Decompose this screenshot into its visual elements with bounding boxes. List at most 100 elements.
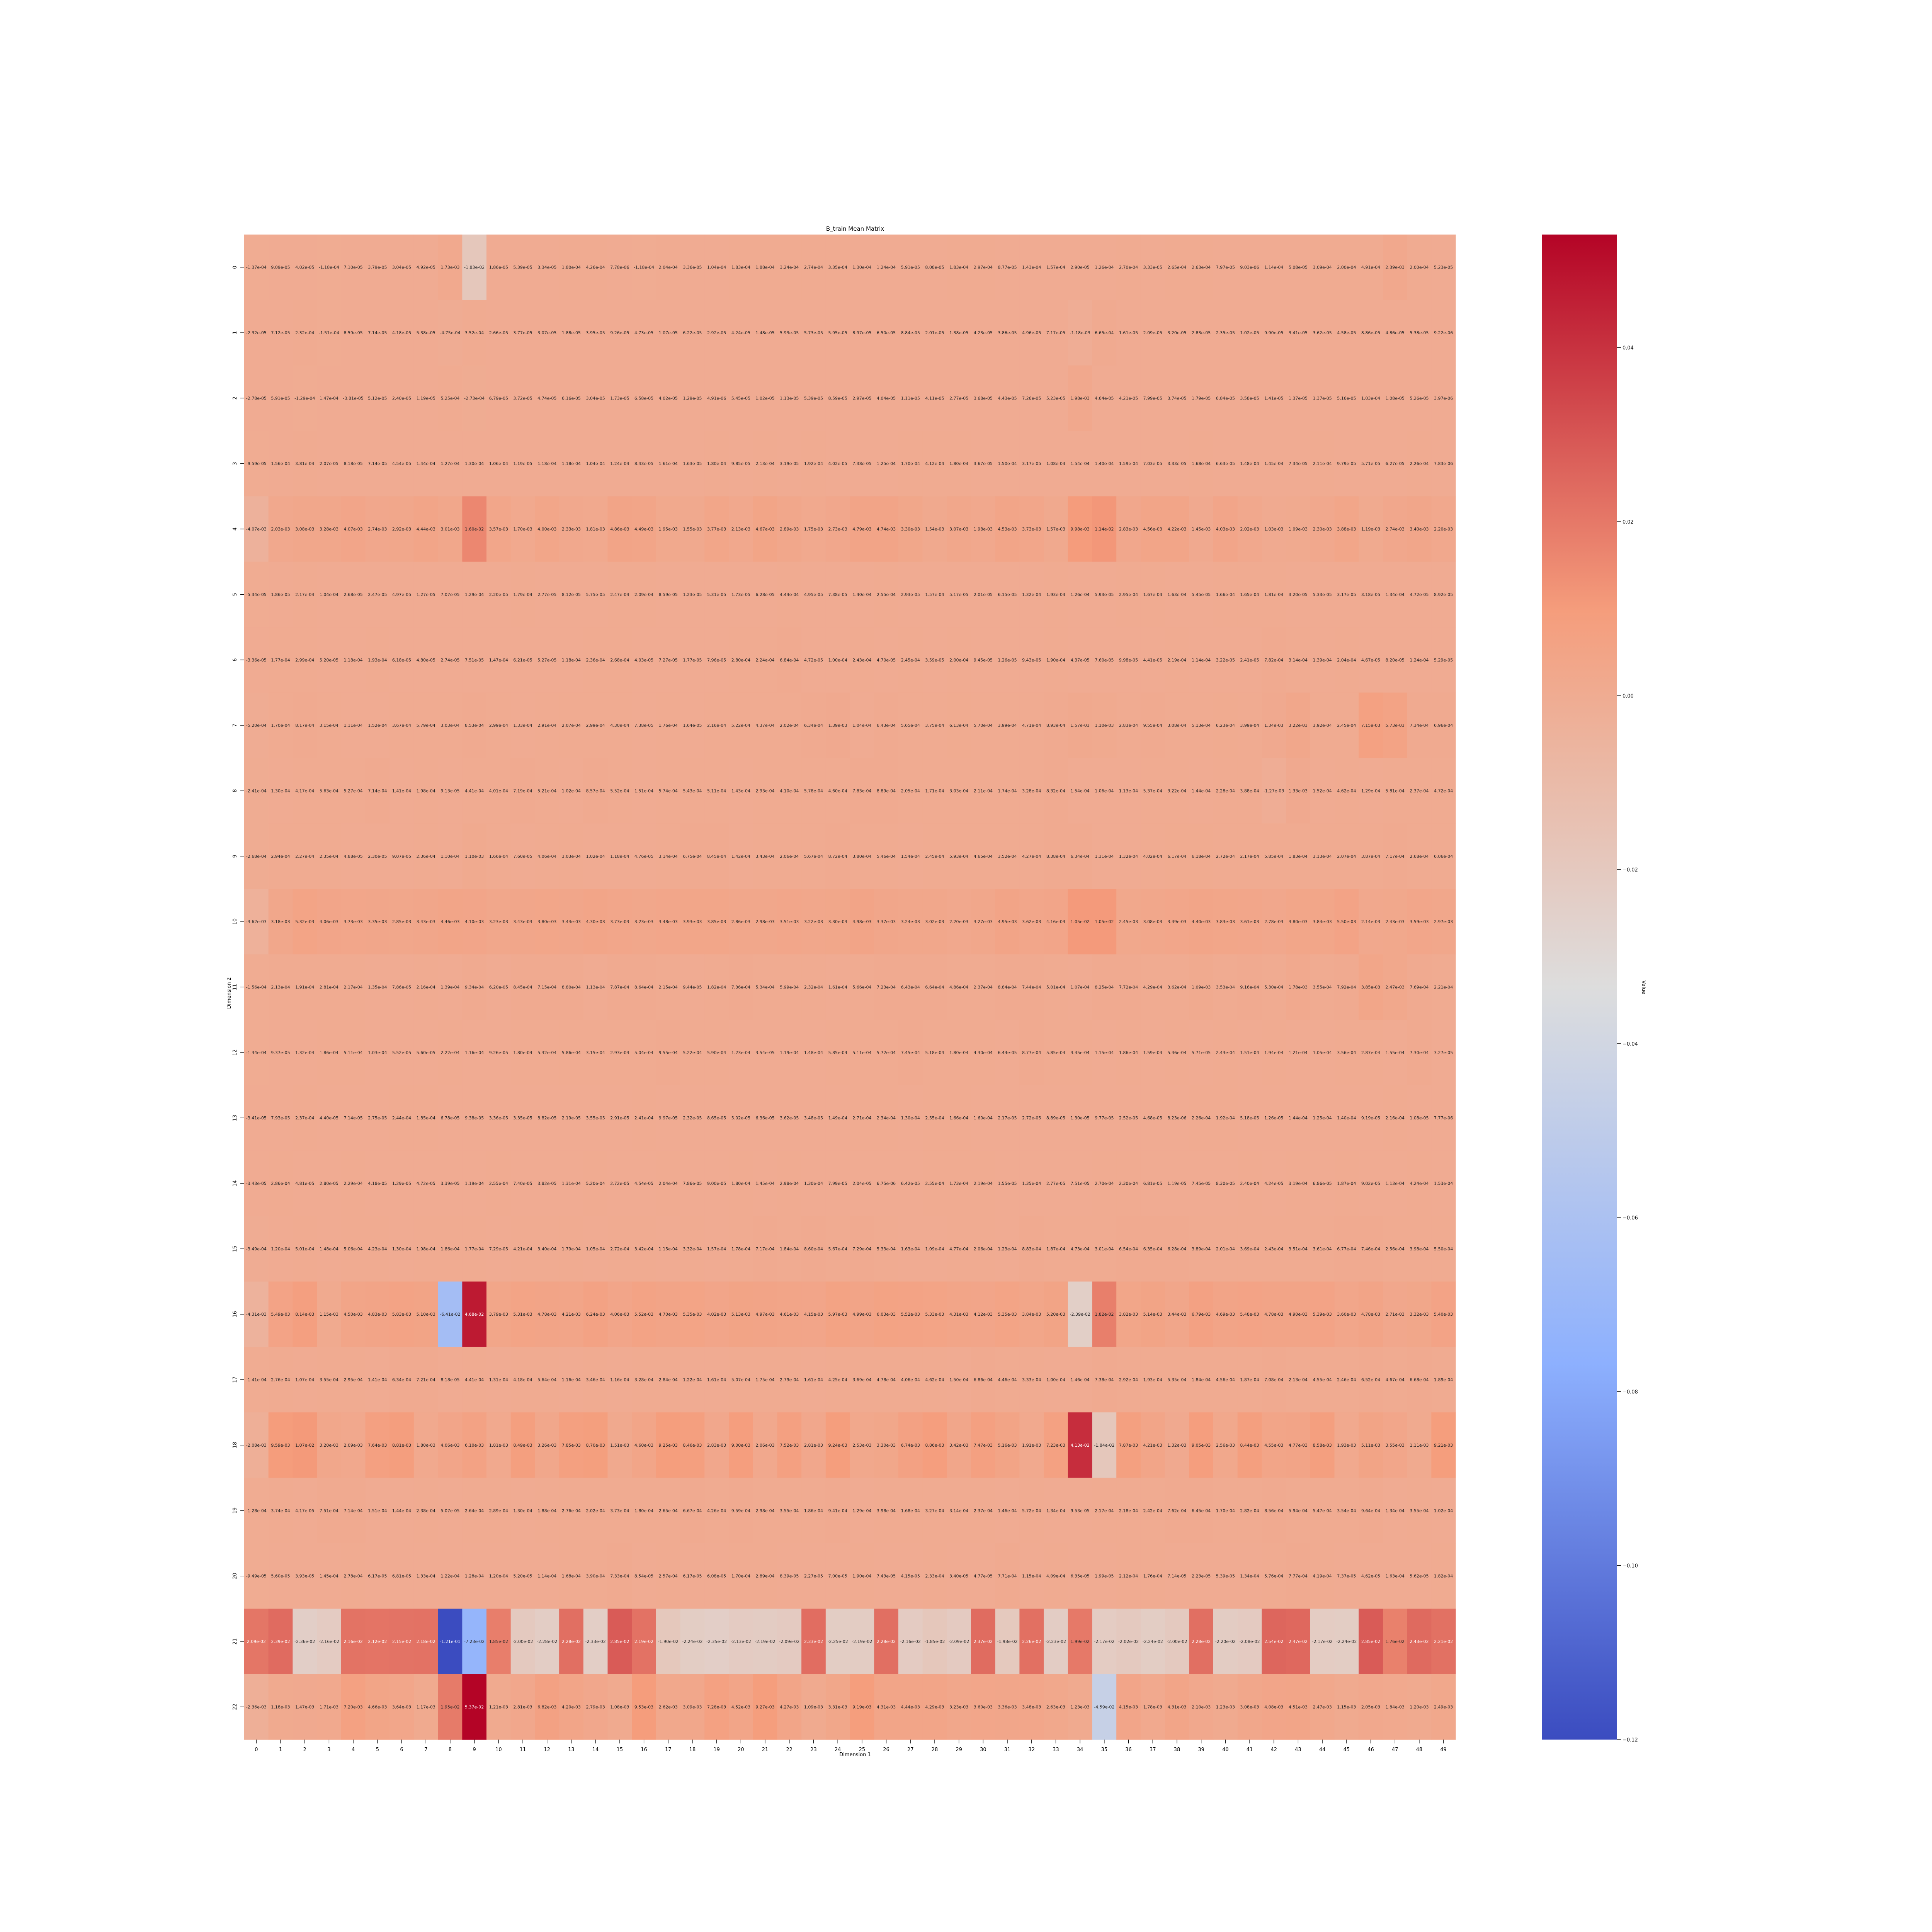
heatmap-cell xyxy=(1189,758,1214,824)
heatmap-cell xyxy=(850,561,874,628)
cell-value-label: 9.97e-05 xyxy=(659,1116,678,1121)
heatmap-cell xyxy=(1262,365,1286,431)
cell-value-label: 5.21e-04 xyxy=(537,788,556,793)
cell-value-label: 2.28e-02 xyxy=(562,1639,581,1644)
heatmap-cell xyxy=(874,692,899,759)
heatmap-cell xyxy=(1165,561,1189,628)
heatmap-cell xyxy=(317,235,342,300)
cell-value-label: 2.04e-04 xyxy=(1337,658,1356,663)
cell-value-label: 7.85e-03 xyxy=(562,1443,581,1448)
heatmap-cell xyxy=(1019,561,1044,628)
cell-value-label: 4.07e-03 xyxy=(344,527,363,532)
heatmap-cell xyxy=(1310,561,1335,628)
x-tick-label: 6 xyxy=(400,1747,403,1753)
cell-value-label: 1.27e-05 xyxy=(417,592,435,597)
cell-value-label: 3.73e-03 xyxy=(1022,527,1041,532)
cell-value-label: 2.05e-03 xyxy=(1361,1704,1380,1709)
heatmap-cell xyxy=(1383,365,1408,431)
cell-value-label: 4.06e-03 xyxy=(610,1312,629,1317)
cell-value-label: 1.80e-04 xyxy=(731,1181,750,1186)
cell-value-label: 1.25e-04 xyxy=(877,461,896,466)
heatmap-cell xyxy=(365,365,390,431)
heatmap-cell xyxy=(898,758,923,824)
heatmap-cell xyxy=(1359,627,1383,693)
heatmap-cell xyxy=(244,758,269,824)
cell-value-label: 3.48e-03 xyxy=(659,919,678,924)
cell-value-label: 2.36e-04 xyxy=(586,658,605,663)
cell-value-label: 2.39e-03 xyxy=(1386,265,1405,270)
heatmap-cell xyxy=(1334,561,1359,628)
cell-value-label: 1.61e-05 xyxy=(1119,330,1138,335)
cell-value-label: 4.67e-03 xyxy=(755,527,774,532)
cell-value-label: 2.89e-04 xyxy=(489,1508,508,1513)
cell-value-label: 1.31e-04 xyxy=(489,1378,508,1383)
cell-value-label: 3.82e-03 xyxy=(1119,1312,1138,1317)
cell-value-label: 1.39e-04 xyxy=(1313,658,1332,663)
cell-value-label: 5.72e-04 xyxy=(1022,1508,1041,1513)
cell-value-label: 7.77e-04 xyxy=(1289,1574,1308,1579)
heatmap-cell xyxy=(753,365,777,431)
cell-value-label: 1.66e-04 xyxy=(949,1116,968,1121)
heatmap-cell xyxy=(438,496,463,562)
cell-value-label: 4.37e-04 xyxy=(755,723,774,728)
heatmap-cell xyxy=(632,300,656,366)
cell-value-label: 3.81e-04 xyxy=(295,461,314,466)
heatmap-cell xyxy=(777,692,802,759)
cell-value-label: 3.13e-04 xyxy=(1313,854,1332,859)
cell-value-label: 1.19e-05 xyxy=(417,396,435,401)
cell-value-label: 1.31e-04 xyxy=(562,1181,581,1186)
cell-value-label: 5.35e-03 xyxy=(998,1312,1017,1317)
cell-value-label: 7.72e-04 xyxy=(1119,985,1138,990)
colorbar-tick-label: −0.12 xyxy=(1622,1737,1638,1743)
cell-value-label: 2.47e-04 xyxy=(610,592,629,597)
cell-value-label: -2.09e-02 xyxy=(779,1639,799,1644)
cell-value-label: 1.93e-04 xyxy=(1046,592,1065,597)
x-tick-label: 18 xyxy=(689,1747,696,1753)
cell-value-label: 1.71e-04 xyxy=(925,788,944,793)
cell-value-label: 9.90e-05 xyxy=(1264,330,1283,335)
cell-value-label: 3.92e-04 xyxy=(1313,723,1332,728)
heatmap-cell xyxy=(656,823,681,889)
heatmap-cell xyxy=(656,692,681,759)
cell-value-label: 5.60e-05 xyxy=(417,1050,435,1055)
heatmap-cell xyxy=(1334,300,1359,366)
cell-value-label: 8.59e-05 xyxy=(828,396,847,401)
cell-value-label: 1.86e-04 xyxy=(804,1508,823,1513)
x-tick-label: 29 xyxy=(956,1747,962,1753)
heatmap-cell xyxy=(462,235,487,300)
heatmap-cell xyxy=(1262,300,1286,366)
cell-value-label: 3.60e-03 xyxy=(1337,1312,1356,1317)
cell-value-label: 2.56e-03 xyxy=(1216,1443,1235,1448)
heatmap-cell xyxy=(607,496,632,562)
cell-value-label: 4.92e-05 xyxy=(417,265,435,270)
cell-value-label: 1.87e-04 xyxy=(1337,1181,1356,1186)
cell-value-label: 7.23e-04 xyxy=(877,985,896,990)
cell-value-label: 5.18e-04 xyxy=(925,1050,944,1055)
heatmap-cell xyxy=(632,692,656,759)
cell-value-label: 4.95e-05 xyxy=(804,592,823,597)
cell-value-label: 9.24e-03 xyxy=(828,1443,847,1448)
cell-value-label: 6.68e-04 xyxy=(1410,1378,1429,1383)
heatmap-cell xyxy=(971,627,996,693)
heatmap-cell xyxy=(1237,496,1262,562)
cell-value-label: 5.01e-04 xyxy=(1046,985,1065,990)
cell-value-label: 9.59e-03 xyxy=(271,1443,290,1448)
cell-value-label: 3.15e-04 xyxy=(586,1050,605,1055)
cell-value-label: 1.70e-04 xyxy=(731,1574,750,1579)
heatmap-cell xyxy=(438,365,463,431)
cell-value-label: 3.62e-04 xyxy=(1167,985,1186,990)
cell-value-label: 7.29e-05 xyxy=(489,1247,508,1252)
cell-value-label: 1.10e-03 xyxy=(1095,723,1114,728)
cell-value-label: 3.36e-05 xyxy=(489,1116,508,1121)
heatmap-cell xyxy=(922,627,947,693)
heatmap-cell xyxy=(413,496,439,562)
cell-value-label: 1.35e-04 xyxy=(368,985,387,990)
cell-value-label: 1.98e-04 xyxy=(417,1247,435,1252)
cell-value-label: 6.79e-05 xyxy=(489,396,508,401)
cell-value-label: 4.58e-05 xyxy=(1337,330,1356,335)
heatmap-cell xyxy=(874,823,899,889)
cell-value-label: 1.41e-04 xyxy=(392,788,411,793)
cell-value-label: 2.11e-04 xyxy=(974,788,993,793)
cell-value-label: -2.28e-02 xyxy=(537,1639,557,1644)
cell-value-label: 1.45e-04 xyxy=(755,1181,774,1186)
